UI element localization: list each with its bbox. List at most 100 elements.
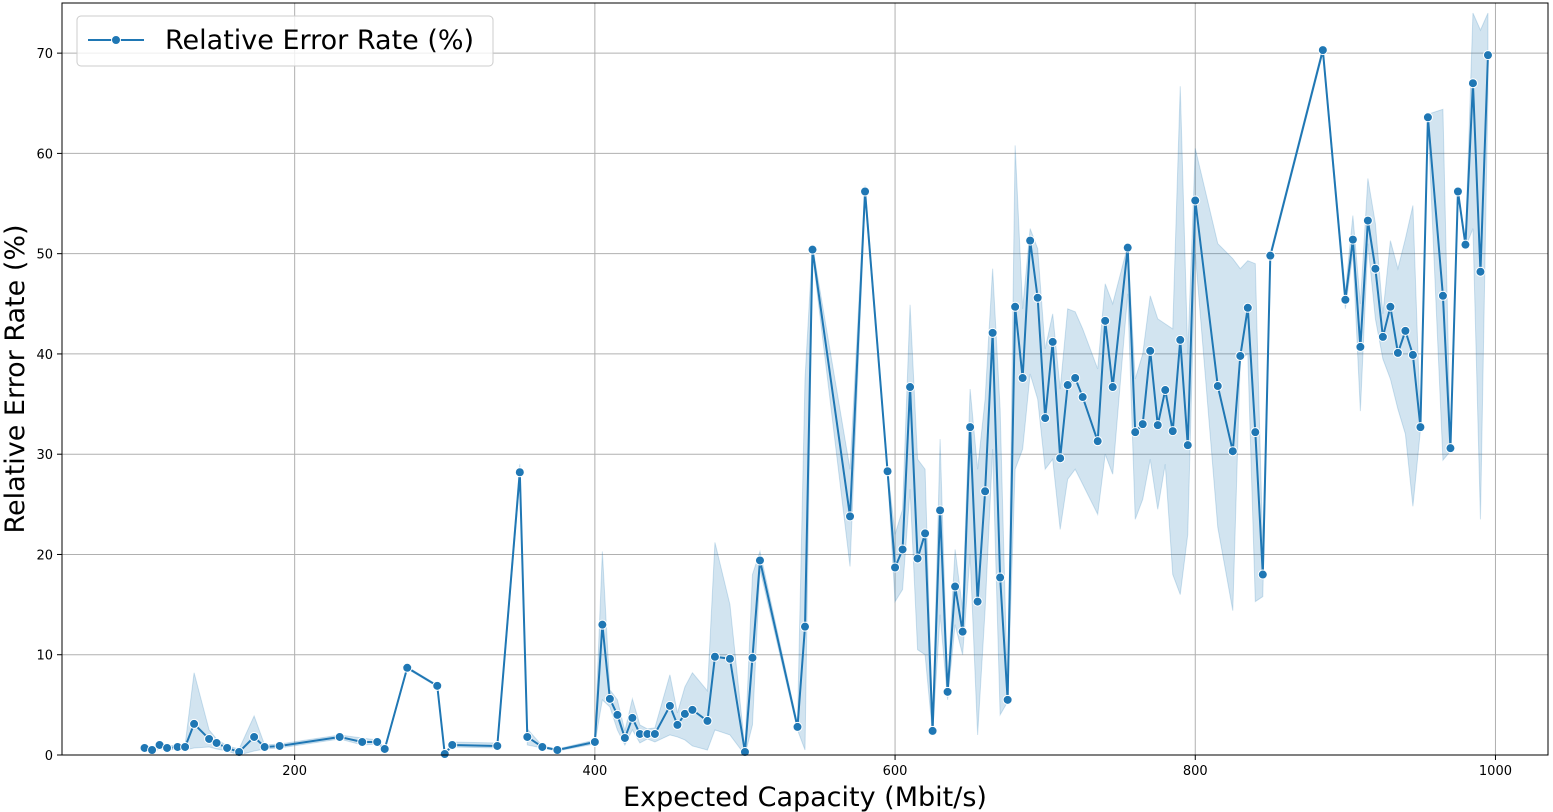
data-point-90: [1190, 195, 1201, 206]
y-tick-label-7: 70: [36, 47, 53, 62]
data-point-79: [1100, 315, 1111, 326]
data-point-3: [162, 742, 173, 753]
data-point-82: [1130, 427, 1141, 438]
data-point-89: [1182, 440, 1193, 451]
data-point-26: [552, 744, 563, 755]
data-point-17: [379, 743, 390, 754]
data-point-43: [739, 746, 750, 757]
data-point-20: [439, 748, 450, 759]
data-point-49: [845, 511, 856, 522]
data-points: [139, 45, 1493, 759]
data-point-35: [649, 728, 660, 739]
y-tick-label-6: 60: [36, 147, 53, 162]
data-point-16: [372, 736, 383, 747]
data-point-86: [1160, 385, 1171, 396]
data-point-74: [1055, 453, 1066, 464]
data-point-56: [920, 528, 931, 539]
data-point-14: [334, 731, 345, 742]
data-point-42: [724, 653, 735, 664]
data-point-70: [1025, 235, 1036, 246]
legend-box: [76, 15, 494, 67]
data-point-36: [664, 700, 675, 711]
data-point-108: [1407, 349, 1418, 360]
x-tick-label-1: 400: [582, 764, 607, 779]
data-point-83: [1137, 419, 1148, 430]
data-point-101: [1355, 341, 1366, 352]
data-point-94: [1242, 302, 1253, 313]
data-point-7: [204, 733, 215, 744]
data-point-110: [1422, 112, 1433, 123]
data-point-25: [537, 741, 548, 752]
data-point-54: [905, 382, 916, 393]
data-point-24: [522, 731, 533, 742]
y-tick-label-2: 20: [36, 548, 53, 563]
y-tick-label-5: 50: [36, 248, 53, 263]
data-point-9: [222, 742, 233, 753]
data-point-41: [709, 651, 720, 662]
x-tick-label-4: 1000: [1479, 764, 1512, 779]
data-point-114: [1460, 239, 1471, 250]
data-point-72: [1040, 413, 1051, 424]
data-point-13: [274, 740, 285, 751]
data-point-84: [1145, 345, 1156, 356]
data-point-112: [1445, 443, 1456, 454]
data-point-103: [1370, 263, 1381, 274]
data-point-64: [980, 486, 991, 497]
data-point-47: [800, 621, 810, 632]
plot-frame: [61, 2, 1549, 756]
data-point-58: [935, 505, 946, 516]
data-point-15: [357, 736, 368, 747]
data-point-68: [1010, 301, 1021, 312]
data-point-31: [619, 732, 630, 743]
data-point-91: [1212, 381, 1223, 392]
data-point-77: [1077, 392, 1088, 403]
data-point-44: [747, 652, 758, 663]
legend: Relative Error Rate (%): [76, 15, 494, 67]
data-point-81: [1122, 242, 1133, 253]
data-point-5: [180, 741, 191, 752]
data-point-51: [882, 466, 893, 477]
data-point-19: [432, 680, 443, 691]
data-point-22: [492, 740, 503, 751]
data-point-109: [1415, 422, 1426, 433]
data-point-60: [950, 581, 961, 592]
data-point-38: [679, 708, 690, 719]
data-point-104: [1377, 331, 1388, 342]
data-point-10: [234, 746, 245, 757]
y-tick-label-3: 30: [36, 448, 53, 463]
data-point-115: [1467, 78, 1478, 89]
data-point-65: [987, 327, 998, 338]
data-point-53: [897, 544, 908, 555]
data-point-6: [189, 718, 200, 729]
data-point-59: [942, 686, 953, 697]
data-point-117: [1482, 50, 1493, 61]
data-point-100: [1347, 234, 1358, 245]
data-point-88: [1175, 334, 1186, 345]
data-point-116: [1475, 266, 1486, 277]
data-point-66: [995, 572, 1006, 583]
data-point-28: [597, 619, 608, 630]
data-point-99: [1340, 294, 1351, 305]
data-point-12: [259, 741, 270, 752]
data-point-11: [249, 731, 260, 742]
data-point-48: [807, 244, 818, 255]
data-point-30: [612, 709, 623, 720]
x-tick-label-0: 200: [282, 764, 307, 779]
data-point-63: [972, 596, 983, 607]
data-point-97: [1265, 250, 1276, 261]
data-point-21: [447, 739, 458, 750]
data-point-111: [1437, 290, 1448, 301]
data-point-75: [1062, 380, 1073, 391]
data-point-61: [957, 626, 968, 637]
data-point-69: [1017, 372, 1028, 383]
data-point-73: [1047, 336, 1058, 347]
data-point-45: [754, 555, 765, 566]
data-point-102: [1362, 215, 1373, 226]
data-point-67: [1002, 694, 1013, 705]
x-axis-ticks: 200 400 600 800 1000: [282, 755, 1512, 779]
data-point-55: [912, 553, 923, 564]
data-point-57: [927, 725, 938, 736]
data-point-18: [402, 662, 413, 673]
data-point-105: [1385, 301, 1396, 312]
